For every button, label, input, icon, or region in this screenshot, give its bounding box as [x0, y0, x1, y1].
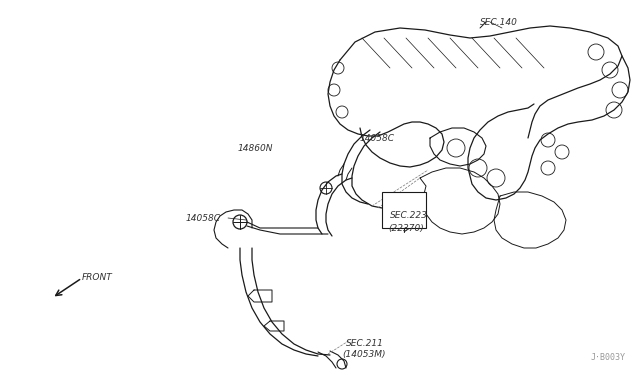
Text: SEC.223: SEC.223: [390, 211, 428, 219]
Text: FRONT: FRONT: [82, 273, 113, 282]
Text: 14058C: 14058C: [186, 214, 221, 222]
Text: J·B003Y: J·B003Y: [591, 353, 626, 362]
Text: (22370): (22370): [388, 224, 424, 232]
Bar: [382, 192, 426, 228]
Text: SEC.211: SEC.211: [346, 339, 384, 347]
Text: SEC.140: SEC.140: [480, 17, 518, 26]
Text: 14860N: 14860N: [238, 144, 273, 153]
Text: (14053M): (14053M): [342, 350, 385, 359]
Text: 14058C: 14058C: [360, 134, 395, 142]
